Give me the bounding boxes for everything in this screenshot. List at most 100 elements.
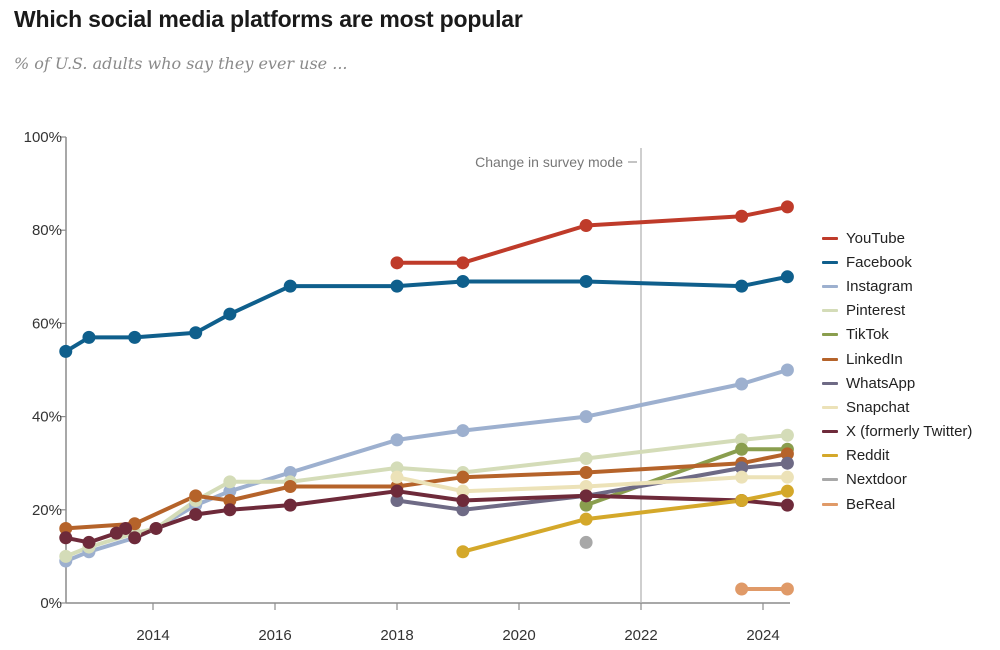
legend-item-reddit: Reddit xyxy=(822,444,972,468)
data-point-x-formerly-twitter xyxy=(59,531,73,545)
chart-title: Which social media platforms are most po… xyxy=(14,6,523,32)
data-point-youtube xyxy=(579,219,593,233)
survey-mode-label: Change in survey mode xyxy=(475,154,623,170)
data-point-pinterest xyxy=(735,433,749,447)
legend-label: YouTube xyxy=(846,229,905,247)
data-point-linkedin xyxy=(59,521,73,535)
data-point-snapchat xyxy=(390,470,404,484)
legend-item-snapchat: Snapchat xyxy=(822,395,972,419)
axes: 0% 20% 40% 60% 80% 100% 2014 2016 2018 2020 2022 20… xyxy=(24,129,790,644)
legend-item-instagram: Instagram xyxy=(822,274,972,298)
data-point-linkedin xyxy=(456,470,470,484)
data-point-x-formerly-twitter xyxy=(780,498,794,512)
data-point-reddit xyxy=(579,512,593,526)
data-point-facebook xyxy=(390,279,404,293)
data-point-x-formerly-twitter xyxy=(189,507,203,521)
data-point-x-formerly-twitter xyxy=(579,489,593,503)
data-point-instagram xyxy=(456,424,470,438)
data-point-youtube xyxy=(390,256,404,270)
data-point-facebook xyxy=(128,330,142,344)
legend-item-bereal: BeReal xyxy=(822,492,972,516)
data-point-bereal xyxy=(735,582,749,596)
legend-swatch xyxy=(822,405,838,409)
data-point-tiktok xyxy=(579,498,593,512)
data-point-snapchat xyxy=(780,470,794,484)
legend-swatch xyxy=(822,284,838,288)
y-tick-label: 0% xyxy=(40,595,62,612)
legend-item-x-formerly-twitter: X (formerly Twitter) xyxy=(822,420,972,444)
series-points xyxy=(59,200,794,596)
data-point-reddit xyxy=(456,545,470,559)
x-tick-label: 2016 xyxy=(258,627,291,644)
legend-label: Instagram xyxy=(846,277,913,295)
legend-swatch xyxy=(822,381,838,385)
legend-label: Reddit xyxy=(846,447,890,465)
legend-item-facebook: Facebook xyxy=(822,250,972,274)
series-line-facebook xyxy=(63,274,790,354)
data-point-linkedin xyxy=(780,447,794,461)
legend-item-pinterest: Pinterest xyxy=(822,299,972,323)
y-tick-label: 60% xyxy=(32,315,62,332)
chart-subtitle: % of U.S. adults who say they ever use .… xyxy=(14,54,348,73)
y-tick-label: 20% xyxy=(32,502,62,519)
data-point-pinterest xyxy=(59,549,73,563)
data-point-linkedin xyxy=(189,489,203,503)
y-tick-label: 80% xyxy=(32,222,62,239)
legend-swatch xyxy=(822,357,838,361)
data-point-facebook xyxy=(82,330,96,344)
data-point-nextdoor xyxy=(579,535,593,549)
data-point-x-formerly-twitter xyxy=(119,521,133,535)
series-line-youtube xyxy=(395,204,790,265)
x-tick-label: 2024 xyxy=(746,627,779,644)
data-point-instagram xyxy=(283,466,297,480)
data-point-pinterest xyxy=(780,428,794,442)
legend-label: X (formerly Twitter) xyxy=(846,423,973,441)
data-point-youtube xyxy=(780,200,794,214)
data-point-tiktok xyxy=(735,442,749,456)
legend-swatch xyxy=(822,478,838,482)
data-point-x-formerly-twitter xyxy=(456,493,470,507)
y-tick-label: 40% xyxy=(32,409,62,426)
legend-label: Nextdoor xyxy=(846,471,907,489)
legend-swatch xyxy=(822,236,838,240)
x-tick-label: 2022 xyxy=(624,627,657,644)
data-point-pinterest xyxy=(579,452,593,466)
series-line-linkedin xyxy=(63,451,790,531)
data-point-facebook xyxy=(59,344,73,358)
series-lines xyxy=(63,204,790,591)
legend-swatch xyxy=(822,309,838,313)
legend-label: Pinterest xyxy=(846,302,906,320)
data-point-linkedin xyxy=(223,493,237,507)
data-point-pinterest xyxy=(390,461,404,475)
legend-swatch xyxy=(822,502,838,506)
data-point-whatsapp xyxy=(390,493,404,507)
legend-item-whatsapp: WhatsApp xyxy=(822,371,972,395)
legend-item-linkedin: LinkedIn xyxy=(822,347,972,371)
data-point-snapchat xyxy=(735,470,749,484)
legend-label: LinkedIn xyxy=(846,350,903,368)
data-point-reddit xyxy=(780,484,794,498)
data-point-x-formerly-twitter xyxy=(390,484,404,498)
data-point-x-formerly-twitter xyxy=(223,503,237,517)
data-point-x-formerly-twitter xyxy=(283,498,297,512)
data-point-whatsapp xyxy=(456,503,470,517)
data-point-facebook xyxy=(735,279,749,293)
x-tick-label: 2020 xyxy=(502,627,535,644)
data-point-x-formerly-twitter xyxy=(149,521,163,535)
data-point-linkedin xyxy=(283,480,297,493)
legend-label: Snapchat xyxy=(846,398,910,416)
series-line-reddit xyxy=(460,489,790,554)
data-point-pinterest xyxy=(223,475,237,489)
legend-label: TikTok xyxy=(846,326,889,344)
data-point-instagram xyxy=(223,484,237,498)
data-point-reddit xyxy=(735,493,749,507)
legend: YouTube Facebook Instagram Pinterest TikTok L… xyxy=(822,226,972,516)
data-point-whatsapp xyxy=(780,456,794,470)
data-point-facebook xyxy=(223,307,237,321)
survey-mode-annotation: Change in survey mode xyxy=(475,148,642,603)
y-tick-label: 100% xyxy=(24,129,62,146)
legend-label: Facebook xyxy=(846,253,912,271)
data-point-instagram xyxy=(780,363,794,377)
data-point-instagram xyxy=(579,410,593,424)
data-point-facebook xyxy=(456,274,470,288)
